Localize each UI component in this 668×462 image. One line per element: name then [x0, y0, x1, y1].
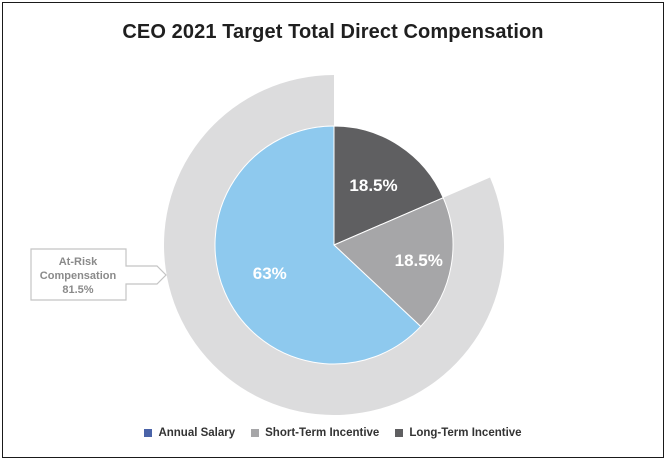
- pie-slice-long-term-incentive: [333, 125, 444, 246]
- legend-item-long-term-incentive: Long-Term Incentive: [395, 427, 522, 439]
- callout-line-1: At-Risk: [59, 256, 98, 268]
- chart-title: CEO 2021 Target Total Direct Compensatio…: [122, 21, 544, 43]
- slice-label-long-term-incentive: 18.5%: [349, 176, 397, 195]
- slice-label-short-term-incentive: 18.5%: [395, 251, 443, 270]
- pie-slice-annual-salary: [214, 125, 422, 365]
- pie-chart: 18.5% 18.5% 63% At-Risk Compensation 81.5%: [30, 75, 505, 415]
- chart-frame: CEO 2021 Target Total Direct Compensatio…: [2, 2, 664, 458]
- legend-swatch: [144, 429, 153, 437]
- legend-swatch: [251, 429, 260, 437]
- at-risk-callout: At-Risk Compensation 81.5%: [30, 248, 167, 301]
- legend-label: Annual Salary: [158, 427, 236, 439]
- legend-label: Long-Term Incentive: [409, 427, 522, 439]
- legend-label: Short-Term Incentive: [265, 427, 380, 439]
- callout-arrow: [30, 248, 167, 301]
- legend-item-short-term-incentive: Short-Term Incentive: [251, 427, 379, 439]
- legend-swatch: [395, 429, 404, 437]
- callout-line-2: Compensation: [40, 270, 117, 282]
- slice-label-annual-salary: 63%: [253, 264, 287, 283]
- legend-item-annual-salary: Annual Salary: [144, 427, 235, 439]
- chart-legend: Annual Salary Short-Term Incentive Long-…: [3, 427, 663, 439]
- callout-line-3: 81.5%: [62, 284, 93, 296]
- pie-slice-short-term-incentive: [333, 197, 454, 328]
